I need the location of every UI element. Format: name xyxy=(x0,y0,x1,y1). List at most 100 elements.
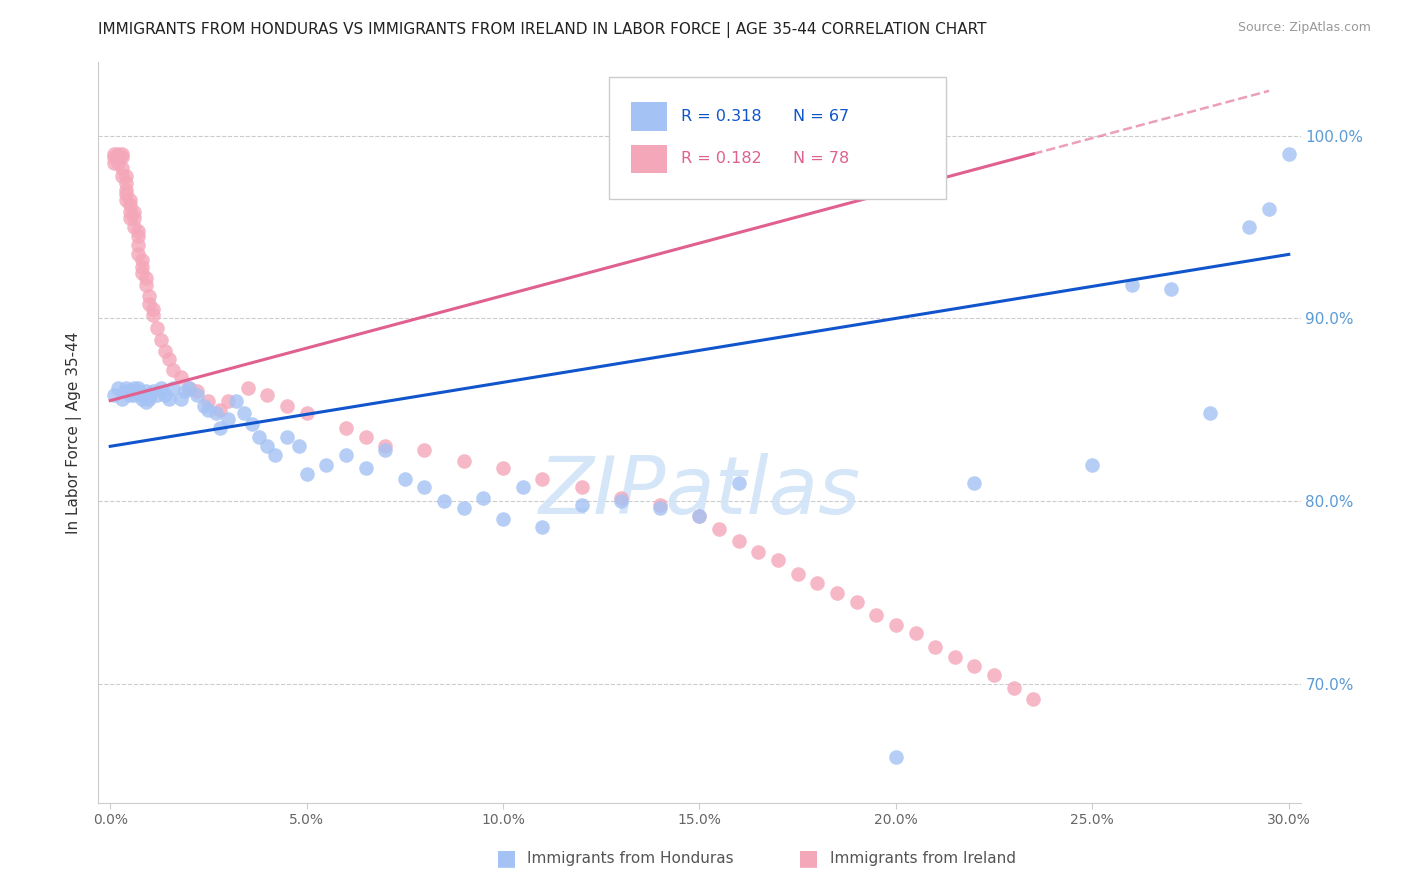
Point xyxy=(1258,202,1281,216)
Point xyxy=(413,442,436,457)
Point xyxy=(115,193,138,207)
Point xyxy=(688,508,710,523)
Point xyxy=(1022,691,1045,706)
Point xyxy=(727,534,749,549)
Point xyxy=(173,384,195,399)
Text: Immigrants from Honduras: Immigrants from Honduras xyxy=(527,851,734,865)
Point xyxy=(111,151,134,165)
Point xyxy=(1160,282,1182,296)
Point xyxy=(177,381,200,395)
Point xyxy=(138,289,160,303)
Point xyxy=(492,461,515,475)
Point xyxy=(115,381,138,395)
Point xyxy=(115,183,138,197)
Point xyxy=(650,498,672,512)
Point xyxy=(103,146,125,161)
Point xyxy=(177,381,200,395)
Point xyxy=(433,494,456,508)
Point xyxy=(131,260,153,275)
Point xyxy=(122,205,145,219)
Point xyxy=(256,388,278,402)
Point xyxy=(1199,406,1222,420)
Point xyxy=(217,393,239,408)
Point xyxy=(453,501,475,516)
Point xyxy=(531,472,554,486)
Point xyxy=(413,479,436,493)
Point xyxy=(135,395,157,409)
Bar xyxy=(631,103,666,130)
Point xyxy=(983,668,1005,682)
Point xyxy=(786,567,808,582)
Point xyxy=(374,442,396,457)
Text: N = 67: N = 67 xyxy=(793,109,849,124)
Point xyxy=(256,439,278,453)
Point xyxy=(150,381,173,395)
Text: R = 0.182: R = 0.182 xyxy=(682,151,762,166)
Point xyxy=(118,388,141,402)
Point xyxy=(209,421,232,435)
Point xyxy=(115,176,138,190)
Point xyxy=(1239,219,1261,234)
Point xyxy=(315,458,337,472)
Point xyxy=(963,475,986,490)
Point xyxy=(103,388,125,402)
Point xyxy=(193,399,215,413)
Point xyxy=(205,406,228,420)
Point xyxy=(531,520,554,534)
FancyBboxPatch shape xyxy=(609,78,946,200)
Point xyxy=(111,392,134,406)
Text: N = 78: N = 78 xyxy=(793,151,849,166)
Point xyxy=(232,406,254,420)
Point xyxy=(122,381,145,395)
Point xyxy=(103,151,125,165)
Point xyxy=(335,421,357,435)
Point xyxy=(236,381,259,395)
Point xyxy=(472,491,495,505)
Point xyxy=(118,205,141,219)
Point xyxy=(845,595,868,609)
Point xyxy=(884,618,907,632)
Point xyxy=(610,494,633,508)
Point xyxy=(264,449,287,463)
Point xyxy=(865,607,887,622)
Point xyxy=(157,392,180,406)
Point xyxy=(394,472,416,486)
Point xyxy=(904,625,927,640)
Point xyxy=(127,381,149,395)
Point xyxy=(571,498,593,512)
Point xyxy=(924,640,946,655)
Text: Immigrants from Ireland: Immigrants from Ireland xyxy=(830,851,1015,865)
Point xyxy=(146,320,169,334)
Point xyxy=(118,211,141,225)
Point xyxy=(127,229,149,244)
Point xyxy=(111,161,134,176)
Point xyxy=(197,393,219,408)
Point xyxy=(727,475,749,490)
Text: ■: ■ xyxy=(496,848,516,868)
Bar xyxy=(631,145,666,173)
Point xyxy=(512,479,534,493)
Point xyxy=(135,278,157,293)
Point xyxy=(162,381,184,395)
Point xyxy=(118,384,141,399)
Point xyxy=(186,388,208,402)
Point xyxy=(131,388,153,402)
Point xyxy=(115,384,138,399)
Point xyxy=(107,151,129,165)
Point xyxy=(118,193,141,207)
Point xyxy=(142,308,165,322)
Point xyxy=(688,508,710,523)
Point xyxy=(107,156,129,170)
Point xyxy=(1081,458,1104,472)
Point xyxy=(107,146,129,161)
Point xyxy=(492,512,515,526)
Point xyxy=(127,224,149,238)
Point xyxy=(276,430,298,444)
Point xyxy=(354,461,377,475)
Point xyxy=(374,439,396,453)
Point xyxy=(131,392,153,406)
Point xyxy=(115,169,138,183)
Point xyxy=(138,297,160,311)
Point xyxy=(295,467,318,481)
Text: R = 0.318: R = 0.318 xyxy=(682,109,762,124)
